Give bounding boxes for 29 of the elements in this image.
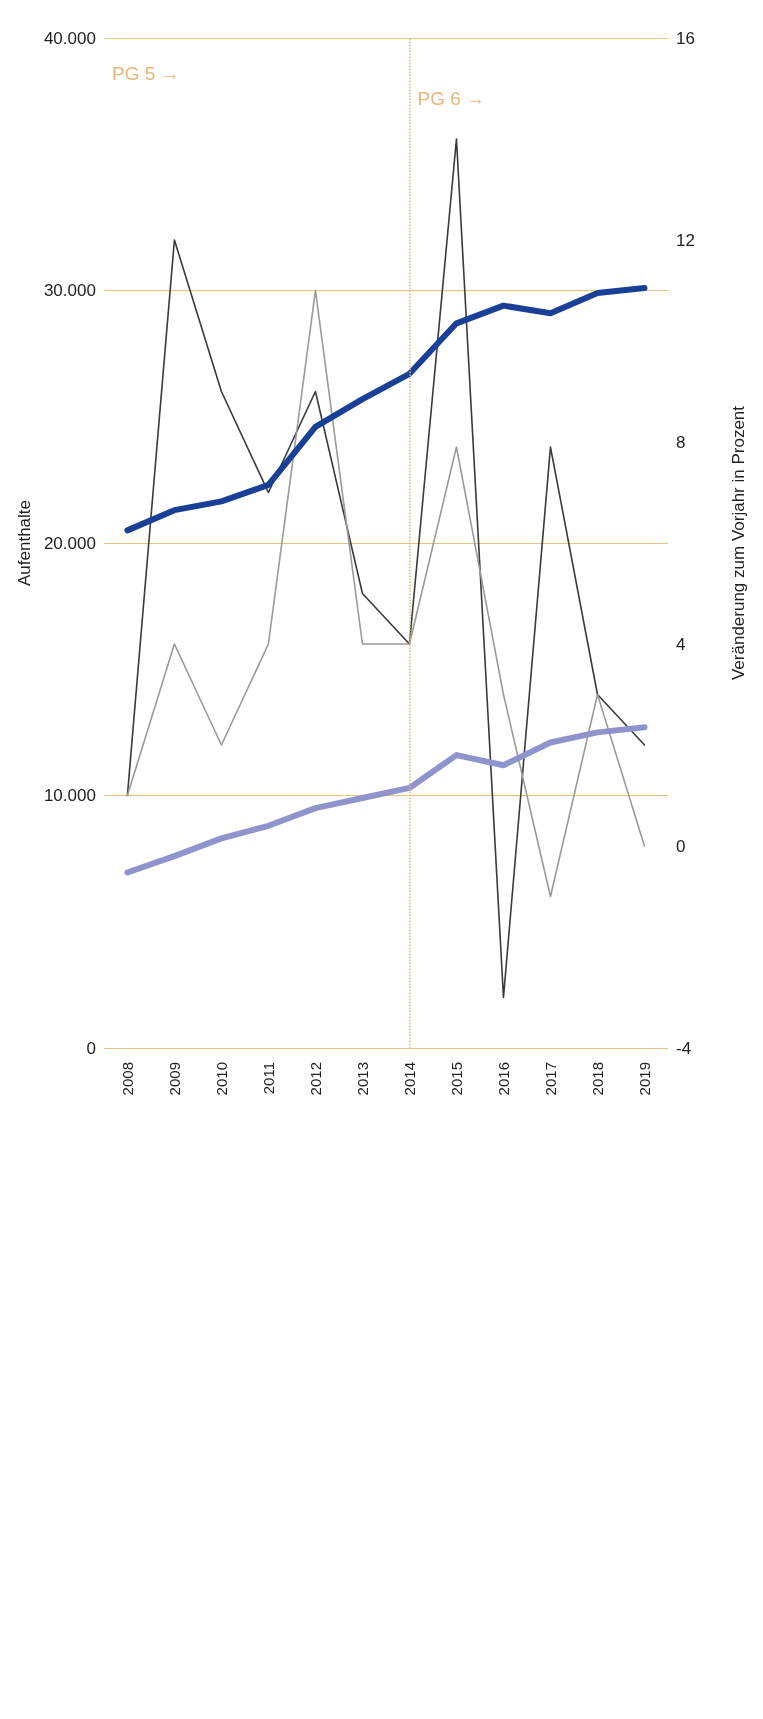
y2-tick-label: 0 <box>676 836 686 856</box>
x-tick-label: 2016 <box>494 1062 512 1096</box>
line-series <box>126 138 646 999</box>
y2-axis-title: Veränderung zum Vorjahr in Prozent <box>729 405 748 681</box>
x-tick-label: 2013 <box>353 1062 371 1096</box>
y-tick-label: 10.000 <box>43 786 96 805</box>
y2-tick-label: -4 <box>676 1038 692 1058</box>
x-tick-label: 2009 <box>165 1062 183 1096</box>
line-series <box>126 289 646 898</box>
x-tick-label: 2010 <box>212 1062 230 1096</box>
y2-tick-label: 12 <box>676 230 695 250</box>
x-tick-label: 2008 <box>118 1062 136 1096</box>
y-tick-label: 40.000 <box>43 28 96 48</box>
x-tick-label: 2014 <box>400 1062 418 1096</box>
ref-line-label: PG 6 → <box>417 88 486 110</box>
x-tick-label: 2017 <box>541 1062 559 1096</box>
y-tick-label: 20.000 <box>43 533 96 553</box>
x-tick-label: 2011 <box>259 1062 277 1095</box>
y2-tick-label: 8 <box>676 432 686 452</box>
y-axis-title: Aufenthalte <box>15 499 34 587</box>
annotation: PG 5 → <box>112 63 180 84</box>
y-tick-label: 0 <box>86 1038 96 1058</box>
x-tick-label: 2012 <box>306 1062 324 1096</box>
y2-tick-label: 4 <box>676 634 686 654</box>
x-tick-label: 2018 <box>588 1062 606 1096</box>
y2-tick-label: 16 <box>676 28 695 48</box>
x-tick-label: 2015 <box>447 1062 465 1096</box>
y-tick-label: 30.000 <box>43 281 96 300</box>
x-tick-label: 2019 <box>636 1062 653 1096</box>
